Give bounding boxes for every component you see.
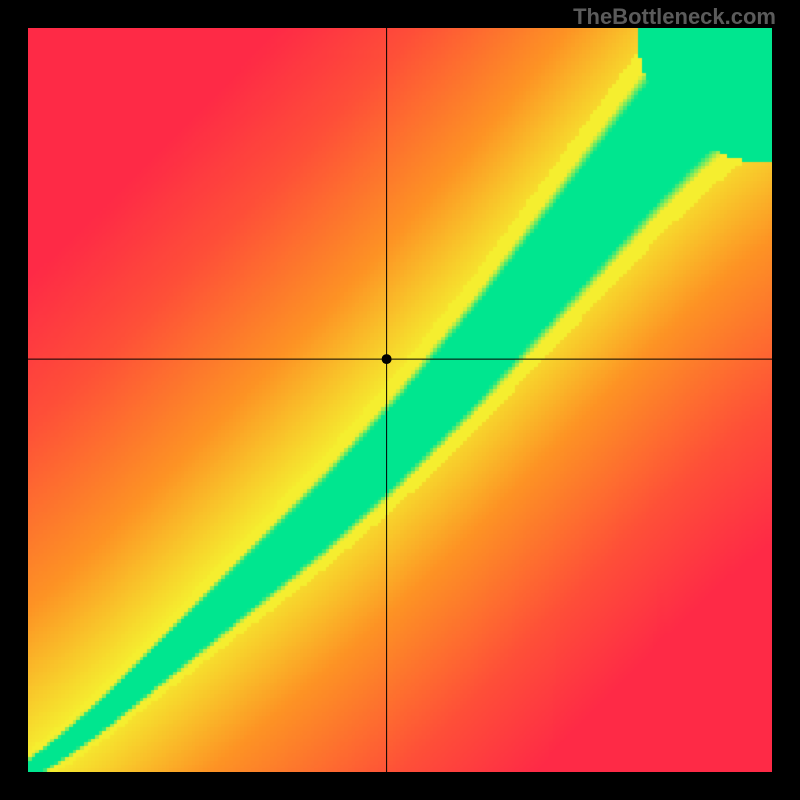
- watermark-text: TheBottleneck.com: [573, 4, 776, 30]
- heatmap-canvas: [28, 28, 772, 772]
- heatmap-plot: [28, 28, 772, 772]
